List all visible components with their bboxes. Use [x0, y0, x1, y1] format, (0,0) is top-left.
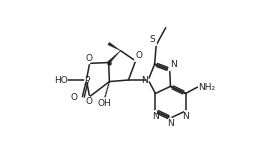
Ellipse shape	[169, 117, 172, 121]
Ellipse shape	[168, 68, 172, 71]
Ellipse shape	[154, 43, 157, 46]
Text: O: O	[136, 51, 143, 60]
Text: N: N	[152, 112, 159, 121]
Polygon shape	[108, 42, 121, 51]
Ellipse shape	[134, 58, 137, 62]
Ellipse shape	[147, 78, 150, 82]
Text: P: P	[84, 76, 89, 84]
Text: O: O	[71, 93, 78, 102]
Text: HO: HO	[54, 76, 67, 84]
Ellipse shape	[87, 61, 91, 64]
Text: O: O	[85, 54, 92, 63]
Ellipse shape	[87, 96, 91, 99]
Text: N: N	[170, 60, 176, 69]
Ellipse shape	[154, 110, 157, 113]
Text: O: O	[85, 97, 92, 106]
Text: N: N	[182, 112, 189, 121]
Text: S: S	[150, 35, 155, 44]
Text: NH₂: NH₂	[198, 83, 215, 92]
Ellipse shape	[84, 78, 89, 82]
Polygon shape	[108, 51, 121, 64]
Text: OH: OH	[98, 99, 111, 108]
Text: N: N	[142, 76, 148, 84]
Ellipse shape	[184, 110, 187, 113]
Text: N: N	[167, 119, 174, 128]
